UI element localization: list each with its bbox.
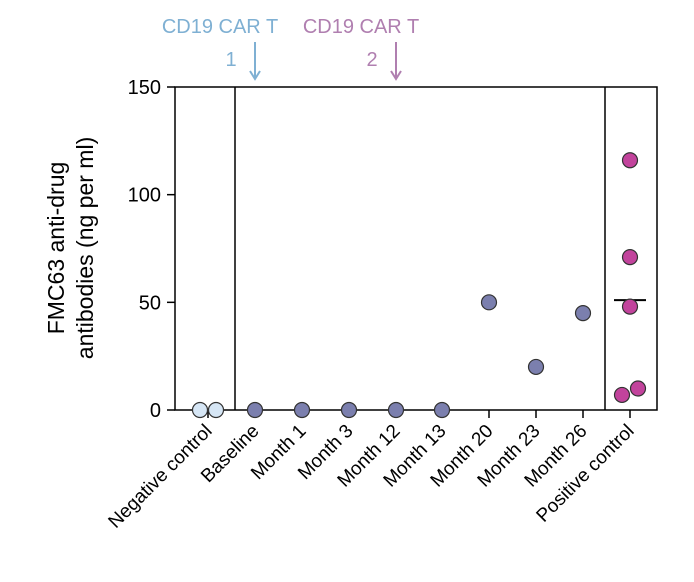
data-point-negative	[207, 401, 225, 419]
annotation-title-2: CD19 CAR T	[303, 16, 419, 38]
y-tick-label-150: 150	[128, 77, 161, 99]
x-tick-label: Negative control	[105, 421, 217, 533]
data-point-patient	[340, 401, 358, 419]
data-point-patient	[574, 305, 592, 322]
data-point-patient	[527, 358, 545, 376]
annotation-title-1: CD19 CAR T	[162, 16, 278, 38]
annotation-arrow-head-2	[390, 70, 402, 81]
y-tick-label-50: 50	[139, 292, 161, 314]
data-point-positive	[621, 152, 639, 169]
annotation-arrow-head-1	[249, 70, 261, 81]
data-point-positive	[621, 298, 639, 315]
data-point-positive	[613, 386, 631, 404]
y-tick-label-0: 0	[150, 400, 161, 422]
annotation-number-2: 2	[366, 49, 377, 71]
y-axis-label-line-2: antibodies (ng per ml)	[72, 137, 98, 359]
data-point-patient	[246, 401, 264, 419]
data-point-negative	[191, 401, 209, 419]
y-axis-label-line-1: FMC63 anti-drug	[43, 162, 69, 335]
y-tick-label-100: 100	[128, 185, 161, 207]
data-point-patient	[293, 401, 311, 419]
plot-frame	[174, 86, 658, 411]
data-point-positive	[629, 380, 647, 397]
y-axis-label: FMC63 anti-drug antibodies (ng per ml)	[43, 137, 98, 359]
data-point-positive	[621, 249, 639, 266]
data-point-patient	[480, 294, 498, 311]
annotation-number-1: 1	[225, 49, 236, 71]
data-point-patient	[387, 401, 405, 419]
data-point-patient	[433, 401, 451, 419]
